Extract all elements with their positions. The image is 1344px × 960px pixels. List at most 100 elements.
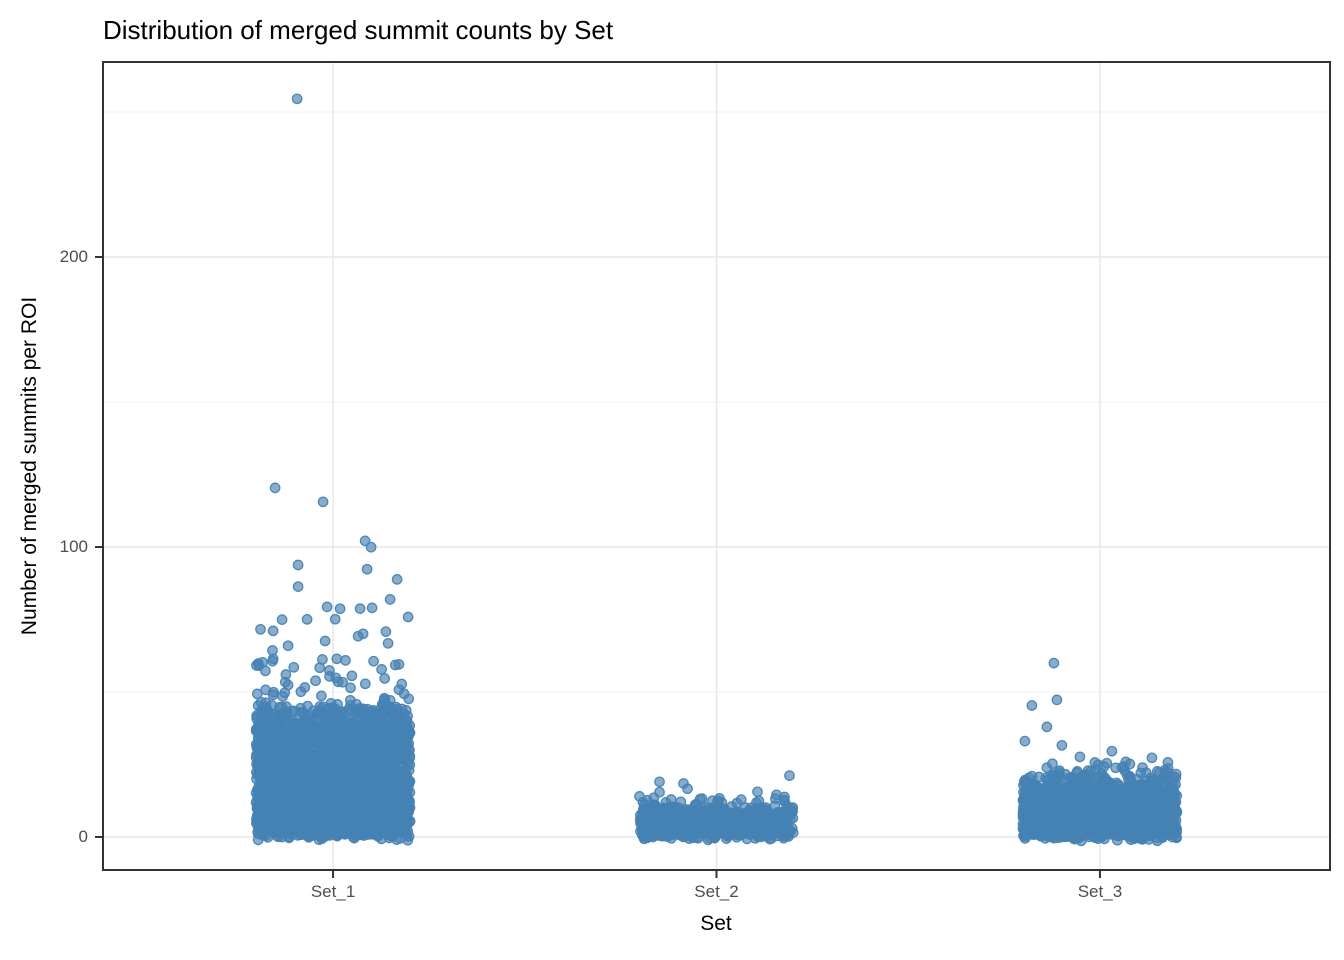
data-point <box>1110 762 1121 774</box>
data-point <box>282 679 294 691</box>
data-point <box>385 754 396 765</box>
data-point <box>1019 735 1031 747</box>
data-point <box>1114 825 1126 837</box>
data-point <box>753 795 765 807</box>
data-point <box>299 682 311 693</box>
data-point <box>400 770 412 782</box>
data-point <box>265 720 277 731</box>
data-point <box>264 761 276 772</box>
data-point <box>1106 745 1118 757</box>
data-point <box>325 792 336 803</box>
data-point <box>726 801 738 812</box>
data-point <box>378 795 390 807</box>
data-point <box>1073 790 1085 802</box>
data-point <box>1026 700 1038 711</box>
data-point <box>1136 778 1148 790</box>
data-point <box>736 829 747 841</box>
data-point <box>300 759 312 771</box>
data-point <box>390 803 401 815</box>
data-point <box>282 640 294 652</box>
data-point <box>1116 785 1127 797</box>
data-point <box>272 785 283 796</box>
data-point <box>396 703 408 715</box>
data-point <box>379 673 391 684</box>
data-point <box>705 813 717 825</box>
data-point <box>1048 832 1060 844</box>
data-point <box>672 802 684 813</box>
data-point <box>654 786 665 798</box>
data-point <box>635 817 646 829</box>
data-point <box>402 611 414 623</box>
data-point <box>1126 802 1138 813</box>
data-point <box>321 601 333 613</box>
data-point <box>305 774 317 786</box>
data-point <box>303 802 314 814</box>
data-point <box>638 831 650 843</box>
data-point <box>291 805 302 816</box>
data-point <box>1069 776 1081 788</box>
y-tick-label: 100 <box>59 537 88 556</box>
y-tick-label: 0 <box>78 827 88 846</box>
data-point <box>295 812 307 824</box>
data-point <box>1115 809 1127 821</box>
data-point <box>402 710 413 722</box>
data-point <box>295 769 307 781</box>
data-point <box>390 737 402 749</box>
data-point <box>344 694 356 706</box>
data-point <box>368 707 379 719</box>
data-point <box>351 804 362 816</box>
data-point <box>365 541 377 553</box>
y-tick-label: 200 <box>59 247 88 266</box>
data-point <box>263 822 275 833</box>
data-point <box>263 778 275 790</box>
data-point <box>1089 816 1101 828</box>
data-point <box>340 655 351 666</box>
data-point <box>1033 782 1044 794</box>
data-point <box>1041 762 1053 774</box>
x-tick-label: Set_2 <box>694 882 739 901</box>
data-point <box>276 614 288 625</box>
data-point <box>336 741 347 753</box>
data-point <box>363 742 374 754</box>
data-point <box>1088 799 1099 811</box>
data-point <box>384 594 396 605</box>
data-point <box>269 482 281 494</box>
data-point <box>338 828 350 839</box>
data-point <box>705 822 716 834</box>
data-point <box>1168 824 1179 835</box>
data-point <box>339 798 350 809</box>
data-point <box>280 826 292 838</box>
data-point <box>1170 779 1181 790</box>
data-point <box>661 816 673 828</box>
data-point <box>362 770 373 782</box>
data-point <box>403 730 414 742</box>
data-point <box>389 659 401 671</box>
data-point <box>1078 802 1090 814</box>
data-point <box>317 654 328 665</box>
data-point <box>765 833 777 844</box>
data-point <box>382 637 394 649</box>
data-point <box>1018 776 1030 788</box>
x-tick-label: Set_3 <box>1077 882 1123 901</box>
data-point <box>691 798 702 810</box>
data-point <box>273 798 285 810</box>
data-point <box>649 799 661 811</box>
data-point <box>1140 767 1152 779</box>
data-point <box>1054 781 1066 793</box>
data-point <box>310 737 322 749</box>
data-point <box>396 758 408 770</box>
data-point <box>253 807 264 819</box>
data-point <box>776 819 788 831</box>
data-point <box>255 696 267 708</box>
data-point <box>350 740 362 752</box>
data-point <box>313 707 325 719</box>
data-point <box>375 738 387 750</box>
data-point <box>729 817 741 829</box>
data-point <box>1068 817 1079 829</box>
data-point <box>319 746 330 758</box>
data-point <box>316 780 328 791</box>
data-point <box>376 711 388 722</box>
data-point <box>252 758 264 770</box>
data-point <box>280 669 292 680</box>
